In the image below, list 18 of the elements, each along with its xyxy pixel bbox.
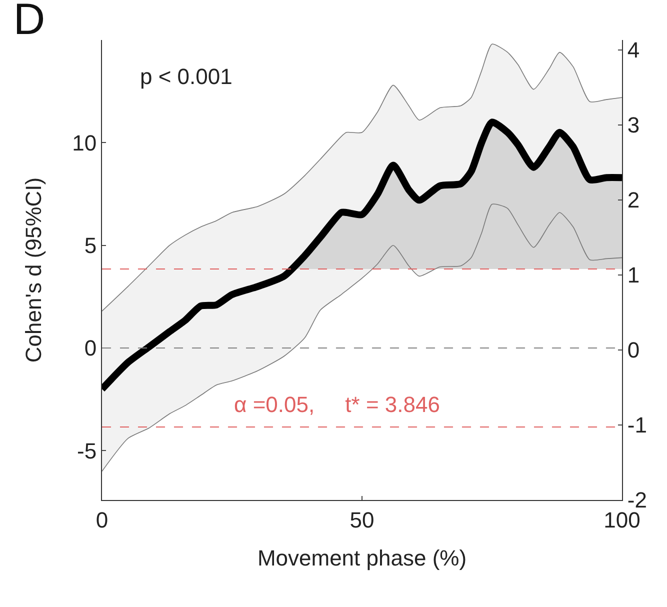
y2-tick-label: 4 <box>627 37 640 62</box>
ref-line-label: α =0.05, t* = 3.846 <box>234 392 440 417</box>
y2-tick-label: 1 <box>627 262 640 288</box>
y-axis-title: Cohen's d (95%CI) <box>20 177 46 363</box>
x-tick-label: 50 <box>350 507 374 532</box>
line-series <box>102 204 622 472</box>
y-tick-label: 10 <box>72 130 97 156</box>
y2-tick-label: 3 <box>627 112 640 138</box>
y2-tick-label: -1 <box>627 412 647 438</box>
y-tick-label: 5 <box>84 233 97 258</box>
y-tick-label: -5 <box>77 438 97 464</box>
y2-tick-label: 2 <box>627 188 640 213</box>
line-series <box>102 44 622 312</box>
y-tick-label: 0 <box>84 336 97 361</box>
y2-tick-label: 0 <box>627 338 640 363</box>
chart-title: D <box>13 0 46 44</box>
annotation: p < 0.001 <box>140 64 232 89</box>
x-axis-title: Movement phase (%) <box>257 545 467 570</box>
